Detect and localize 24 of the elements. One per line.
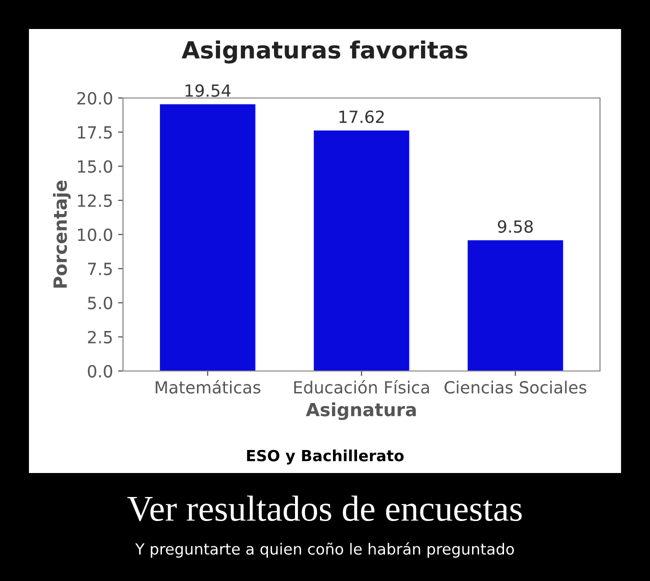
data-label: 17.62 xyxy=(339,110,384,124)
text: Ver resultados de encuestas xyxy=(127,496,522,522)
y-axis-title: Porcentaje xyxy=(52,180,71,288)
text: ESO y Bachillerato xyxy=(247,450,404,464)
y-tick-label: 15.0 xyxy=(78,160,112,173)
y-tick-label: 2.5 xyxy=(88,330,112,344)
text: Y preguntarte a quien coño le habrán preguntado xyxy=(135,542,514,558)
x-tick-label: Educación Física xyxy=(294,380,429,394)
y-tick-label: 5.0 xyxy=(88,296,112,310)
y-tick-label: 12.5 xyxy=(78,194,112,207)
x-tick-label: Ciencias Sociales xyxy=(444,380,586,394)
chart-title: Asignaturas favoritas xyxy=(182,40,468,64)
data-label: 9.58 xyxy=(498,220,533,233)
data-label: 19.54 xyxy=(186,84,231,97)
y-tick-label: 7.5 xyxy=(88,262,112,276)
bar xyxy=(314,130,410,371)
x-axis-title: Asignatura xyxy=(306,402,416,420)
y-tick-label: 10.0 xyxy=(78,228,112,242)
y-tick-label: 0.0 xyxy=(88,364,112,378)
x-tick-label: Matemáticas xyxy=(156,380,260,394)
bar xyxy=(468,240,564,371)
y-tick-label: 17.5 xyxy=(78,126,112,139)
bar xyxy=(160,104,256,371)
y-tick-label: 20.0 xyxy=(77,92,112,105)
